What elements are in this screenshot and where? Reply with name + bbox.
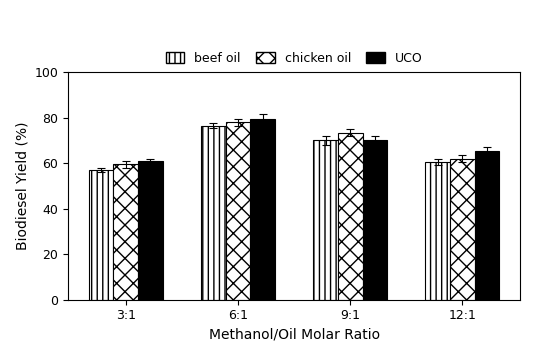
X-axis label: Methanol/Oil Molar Ratio: Methanol/Oil Molar Ratio: [209, 328, 380, 342]
Bar: [201, 126, 226, 300]
Bar: [425, 162, 450, 300]
Bar: [226, 122, 250, 300]
Bar: [138, 161, 163, 300]
Bar: [113, 164, 138, 300]
Bar: [89, 170, 113, 300]
Y-axis label: Biodiesel Yield (%): Biodiesel Yield (%): [15, 122, 29, 250]
Bar: [338, 132, 363, 300]
Bar: [475, 151, 500, 300]
Bar: [250, 119, 275, 300]
Bar: [450, 159, 475, 300]
Bar: [313, 140, 338, 300]
Legend: beef oil, chicken oil, UCO: beef oil, chicken oil, UCO: [160, 47, 427, 70]
Bar: [363, 140, 387, 300]
